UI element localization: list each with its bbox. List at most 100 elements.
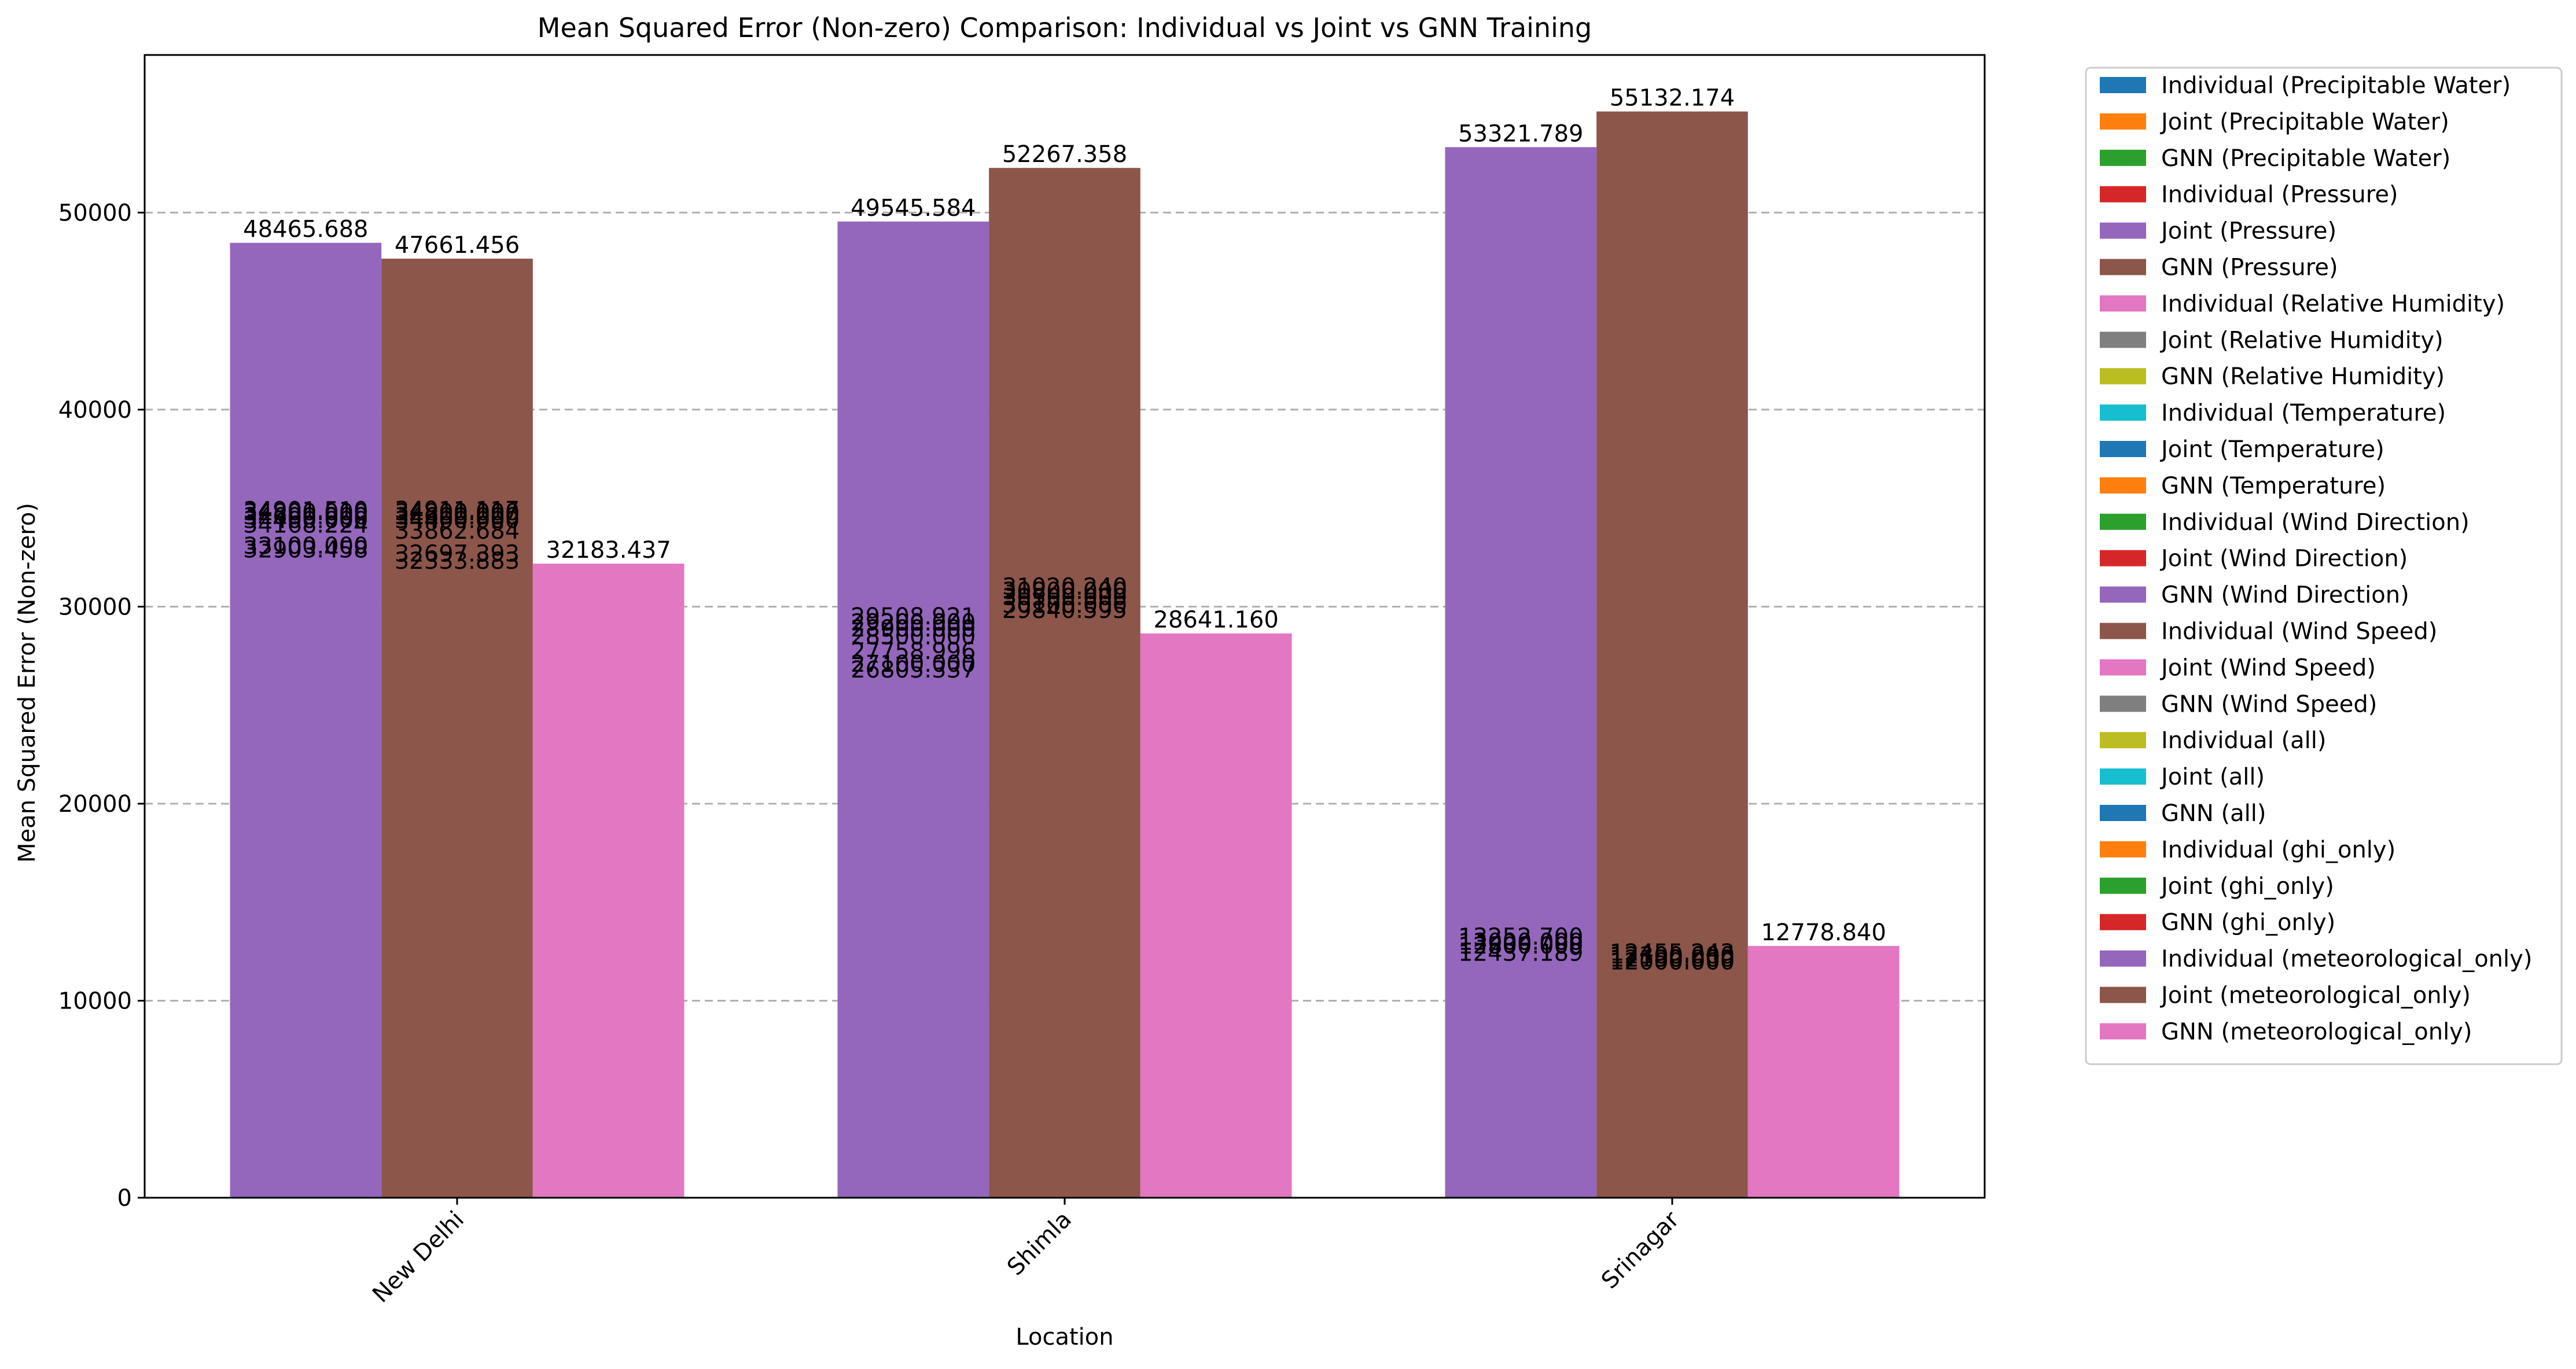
overlapping-value-label: 13252.700 <box>1458 924 1583 951</box>
bar <box>837 221 989 1198</box>
overlapping-value-label: 12800.000 <box>1458 933 1583 959</box>
y-tick-label: 0 <box>117 1185 132 1212</box>
legend-swatch <box>2100 77 2146 93</box>
bars-layer <box>230 111 1900 1198</box>
legend-entry-label: Joint (all) <box>2159 764 2265 790</box>
overlapping-value-label: 28500.000 <box>851 624 976 650</box>
overlapping-value-label: 34400.000 <box>243 507 368 534</box>
legend-entry-label: Joint (Wind Direction) <box>2159 546 2408 572</box>
bar <box>532 564 685 1198</box>
bar-value-label: 47661.456 <box>395 232 520 259</box>
y-tick-label: 10000 <box>58 988 132 1014</box>
legend-swatch <box>2100 332 2146 348</box>
chart-title: Mean Squared Error (Non-zero) Comparison… <box>538 12 1592 43</box>
overlapping-value-label: 26805.337 <box>851 657 976 683</box>
legend-swatch <box>2100 695 2146 712</box>
legend-entry-label: Individual (Precipitable Water) <box>2161 72 2511 99</box>
overlapping-value-label: 12000.000 <box>1610 948 1735 975</box>
bar <box>1445 147 1597 1198</box>
bar <box>381 259 533 1198</box>
bar-value-label: 12778.840 <box>1761 919 1886 946</box>
legend-entry-label: GNN (Precipitable Water) <box>2161 145 2450 172</box>
bar <box>1596 111 1748 1198</box>
overlapping-value-label: 34600.000 <box>243 503 368 530</box>
legend-swatch <box>2100 113 2146 130</box>
legend-swatch <box>2100 259 2146 275</box>
legend-swatch <box>2100 987 2146 1003</box>
bar <box>1747 945 1900 1198</box>
legend-swatch <box>2100 222 2146 239</box>
bar-value-label: 53321.789 <box>1458 120 1583 147</box>
overlapping-value-label: 33100.000 <box>243 533 368 560</box>
legend-swatch <box>2100 149 2146 166</box>
legend-entry-label: Individual (Temperature) <box>2161 400 2446 426</box>
legend-entry-label: GNN (Temperature) <box>2161 473 2386 499</box>
y-tick-label: 20000 <box>58 791 132 818</box>
legend-entry-label: Individual (ghi_only) <box>2161 837 2395 863</box>
data-labels-layer: 48465.688 47661.456 32183.437 49545.584 5226… <box>243 85 1886 976</box>
legend-swatch <box>2100 914 2146 930</box>
legend-swatch <box>2100 1023 2146 1040</box>
bar <box>1140 633 1292 1198</box>
y-tick-label: 30000 <box>58 594 132 620</box>
overlapping-value-label: 29840.595 <box>1002 597 1127 624</box>
legend-swatch <box>2100 732 2146 749</box>
bar-value-label: 52267.358 <box>1002 141 1127 168</box>
overlapping-value-label: 34400.000 <box>395 507 520 534</box>
legend-entry-label: Individual (Wind Speed) <box>2161 619 2437 645</box>
overlapping-value-label: 28900.000 <box>851 616 976 642</box>
legend-entry-label: Joint (Wind Speed) <box>2159 654 2376 681</box>
legend-entry-label: GNN (Relative Humidity) <box>2161 363 2445 390</box>
overlapping-value-label: 34600.000 <box>395 503 520 530</box>
legend-entry-label: Individual (Pressure) <box>2161 182 2398 208</box>
y-tick-label: 40000 <box>58 397 132 424</box>
legend-swatch <box>2100 295 2146 312</box>
overlapping-value-label: 34168.224 <box>243 512 368 539</box>
legend-entry-label: Individual (all) <box>2161 727 2326 754</box>
legend-entry-label: Joint (Temperature) <box>2159 436 2384 463</box>
overlapping-value-label: 31020.240 <box>1002 574 1127 601</box>
overlapping-value-label: 12300.000 <box>1610 943 1735 969</box>
legend-swatch <box>2100 623 2146 639</box>
overlapping-value-label: 30100.000 <box>1002 592 1127 619</box>
legend-swatch <box>2100 186 2146 203</box>
legend-swatch <box>2100 550 2146 566</box>
bar <box>230 242 382 1198</box>
legend-entry-label: GNN (Wind Direction) <box>2161 582 2409 609</box>
legend-entry-label: Individual (Relative Humidity) <box>2161 290 2505 317</box>
bar-value-label: 48465.688 <box>243 216 368 243</box>
overlapping-value-label: 34800.000 <box>395 499 520 526</box>
legend-swatch <box>2100 768 2146 785</box>
overlapping-value-label: 12455.243 <box>1610 940 1735 966</box>
legend-entry-label: Joint (Pressure) <box>2159 218 2336 245</box>
bar <box>989 168 1140 1198</box>
overlapping-value-label: 30800.000 <box>1002 578 1127 605</box>
overlapping-value-label: 12437.189 <box>1458 940 1583 966</box>
overlapping-value-label: 13000.000 <box>1458 929 1583 955</box>
legend-frame <box>2085 67 2563 1065</box>
legend-entry-label: Individual (meteorological_only) <box>2161 946 2532 973</box>
legend-entry-label: GNN (ghi_only) <box>2161 910 2335 936</box>
overlapping-value-label: 34901.510 <box>243 498 368 524</box>
legend-swatch <box>2100 513 2146 530</box>
legend-entry-label: GNN (meteorological_only) <box>2161 1018 2472 1045</box>
legend-swatch <box>2100 404 2146 421</box>
bar-value-label: 49545.584 <box>851 195 976 222</box>
overlapping-value-label: 34911.117 <box>395 497 520 524</box>
y-axis-label: Mean Squared Error (Non-zero) <box>14 503 41 863</box>
legend-swatch <box>2100 659 2146 676</box>
legend-entry-label: GNN (all) <box>2161 800 2266 827</box>
legend-entry-label: Joint (meteorological_only) <box>2159 982 2471 1009</box>
overlapping-value-label: 32903.458 <box>243 537 368 564</box>
legend-entry-label: Joint (Relative Humidity) <box>2159 327 2443 354</box>
legend-swatch <box>2100 477 2146 494</box>
overlapping-value-label: 29508.921 <box>851 603 976 630</box>
legend-swatch <box>2100 841 2146 858</box>
legend-entry-label: Individual (Wind Direction) <box>2161 509 2470 536</box>
y-tick-label: 50000 <box>58 200 132 226</box>
legend-swatch <box>2100 877 2146 894</box>
legend-swatch <box>2100 441 2146 457</box>
overlapping-value-label: 32697.393 <box>395 541 520 568</box>
overlapping-value-label: 34800.000 <box>243 499 368 526</box>
